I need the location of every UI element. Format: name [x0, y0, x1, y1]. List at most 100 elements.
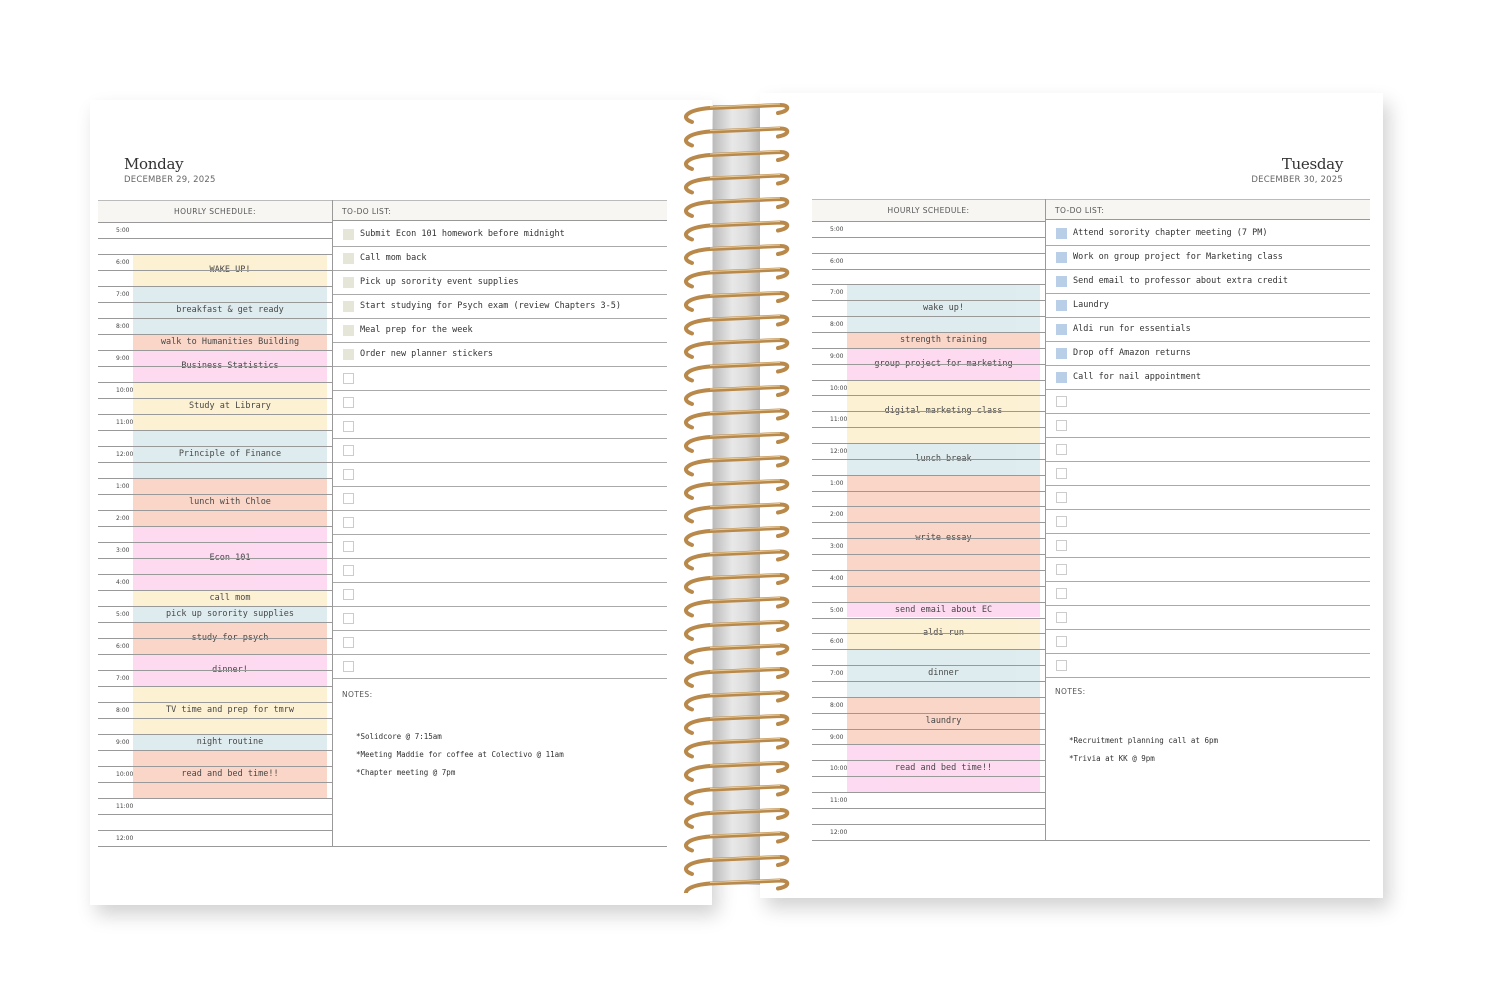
todo-checkbox[interactable] — [343, 444, 354, 456]
todo-checkbox[interactable] — [1056, 635, 1067, 647]
todo-checkbox[interactable] — [343, 564, 354, 576]
todo-item[interactable]: Work on group project for Marketing clas… — [1046, 245, 1370, 270]
schedule-event[interactable]: pick up sorority supplies — [133, 606, 327, 622]
todo-item[interactable] — [1046, 413, 1370, 438]
todo-checkbox[interactable] — [1056, 539, 1067, 551]
schedule-event[interactable]: wake up! — [847, 284, 1040, 333]
todo-item[interactable] — [1046, 437, 1370, 462]
schedule-line — [812, 268, 1045, 270]
time-label: 3:00 — [830, 543, 844, 551]
todo-checkbox[interactable] — [343, 588, 354, 600]
todo-item[interactable] — [333, 510, 667, 535]
todo-item[interactable]: Pick up sorority event supplies — [333, 270, 667, 295]
schedule-event[interactable]: Study at Library — [133, 382, 327, 430]
todo-item[interactable] — [1046, 533, 1370, 558]
schedule-event[interactable]: TV time and prep for tmrw — [133, 686, 327, 734]
todo-item[interactable] — [1046, 485, 1370, 510]
schedule-event[interactable]: strength training — [847, 332, 1040, 348]
todo-checkbox[interactable] — [343, 540, 354, 552]
todo-item[interactable] — [1046, 389, 1370, 414]
todo-checkbox[interactable] — [1056, 443, 1067, 455]
schedule-event[interactable]: walk to Humanities Building — [133, 334, 327, 350]
todo-item[interactable]: Laundry — [1046, 293, 1370, 318]
todo-checkbox[interactable] — [1056, 563, 1067, 575]
todo-item[interactable]: Call mom back — [333, 246, 667, 271]
todo-checkbox[interactable] — [1056, 515, 1067, 527]
todo-checkbox[interactable] — [1056, 275, 1067, 287]
todo-item[interactable] — [1046, 557, 1370, 582]
todo-checkbox[interactable] — [343, 324, 354, 336]
todo-checkbox[interactable] — [1056, 395, 1067, 407]
schedule-event[interactable]: laundry — [847, 696, 1040, 745]
todo-item[interactable]: Aldi run for essentials — [1046, 317, 1370, 342]
spiral-ring — [684, 878, 790, 893]
todo-checkbox[interactable] — [343, 372, 354, 384]
todo-checkbox[interactable] — [1056, 299, 1067, 311]
todo-checkbox[interactable] — [343, 228, 354, 240]
todo-item[interactable]: Meal prep for the week — [333, 318, 667, 343]
todo-checkbox[interactable] — [343, 300, 354, 312]
todo-item[interactable] — [1046, 509, 1370, 534]
todo-item[interactable]: Submit Econ 101 homework before midnight — [333, 222, 667, 247]
todo-checkbox[interactable] — [343, 348, 354, 360]
todo-checkbox[interactable] — [1056, 659, 1067, 671]
todo-checkbox[interactable] — [343, 420, 354, 432]
schedule-event[interactable]: night routine — [133, 734, 327, 750]
todo-item[interactable] — [1046, 629, 1370, 654]
todo-item[interactable] — [1046, 461, 1370, 486]
todo-checkbox[interactable] — [1056, 251, 1067, 263]
todo-checkbox[interactable] — [343, 636, 354, 648]
schedule-line — [98, 558, 332, 559]
schedule-event[interactable]: read and bed time!! — [133, 750, 327, 798]
todo-item[interactable] — [1046, 653, 1370, 678]
todo-checkbox[interactable] — [1056, 323, 1067, 335]
todo-item[interactable]: Order new planner stickers — [333, 342, 667, 367]
todo-item[interactable]: Send email to professor about extra cred… — [1046, 269, 1370, 294]
schedule-event[interactable]: read and bed time!! — [847, 744, 1040, 792]
todo-checkbox[interactable] — [343, 612, 354, 624]
todo-item[interactable] — [333, 414, 667, 439]
todo-checkbox[interactable] — [343, 468, 354, 480]
todo-checkbox[interactable] — [343, 660, 354, 672]
todo-checkbox[interactable] — [1056, 587, 1067, 599]
todo-item[interactable] — [333, 438, 667, 463]
hourly-schedule: WAKE UP! breakfast & get ready walk to Hum… — [98, 222, 332, 847]
todo-item[interactable] — [333, 630, 667, 655]
schedule-event[interactable]: Principle of Finance — [133, 430, 327, 478]
todo-item[interactable] — [333, 462, 667, 487]
todo-checkbox[interactable] — [343, 492, 354, 504]
spiral-ring — [684, 290, 790, 312]
todo-item[interactable]: Attend sorority chapter meeting (7 PM) — [1046, 221, 1370, 246]
todo-item[interactable] — [333, 582, 667, 607]
schedule-line — [98, 334, 332, 335]
todo-item[interactable] — [333, 486, 667, 511]
todo-item[interactable] — [333, 654, 667, 679]
todo-checkbox[interactable] — [343, 396, 354, 408]
schedule-event[interactable]: send email about EC — [847, 601, 1040, 618]
todo-item[interactable] — [1046, 581, 1370, 606]
todo-item[interactable]: Drop off Amazon returns — [1046, 341, 1370, 366]
todo-checkbox[interactable] — [1056, 347, 1067, 359]
todo-item[interactable] — [333, 558, 667, 583]
todo-checkbox[interactable] — [343, 276, 354, 288]
todo-item[interactable] — [333, 534, 667, 559]
todo-item[interactable]: Call for nail appointment — [1046, 365, 1370, 390]
todo-checkbox[interactable] — [1056, 371, 1067, 383]
todo-checkbox[interactable] — [343, 516, 354, 528]
todo-checkbox[interactable] — [1056, 491, 1067, 503]
schedule-event[interactable]: lunch with Chloe — [133, 478, 327, 526]
todo-checkbox[interactable] — [343, 252, 354, 264]
todo-item[interactable] — [1046, 605, 1370, 630]
todo-item[interactable] — [333, 390, 667, 415]
schedule-event[interactable]: breakfast & get ready — [133, 286, 327, 334]
todo-checkbox[interactable] — [1056, 611, 1067, 623]
todo-checkbox[interactable] — [1056, 227, 1067, 239]
schedule-event[interactable]: dinner — [847, 649, 1040, 697]
todo-item[interactable] — [333, 366, 667, 391]
todo-item[interactable] — [333, 606, 667, 631]
todo-item[interactable]: Start studying for Psych exam (review Ch… — [333, 294, 667, 319]
schedule-event[interactable]: call mom — [133, 590, 327, 606]
time-label: 5:00 — [830, 226, 844, 233]
todo-checkbox[interactable] — [1056, 419, 1067, 431]
todo-checkbox[interactable] — [1056, 467, 1067, 479]
